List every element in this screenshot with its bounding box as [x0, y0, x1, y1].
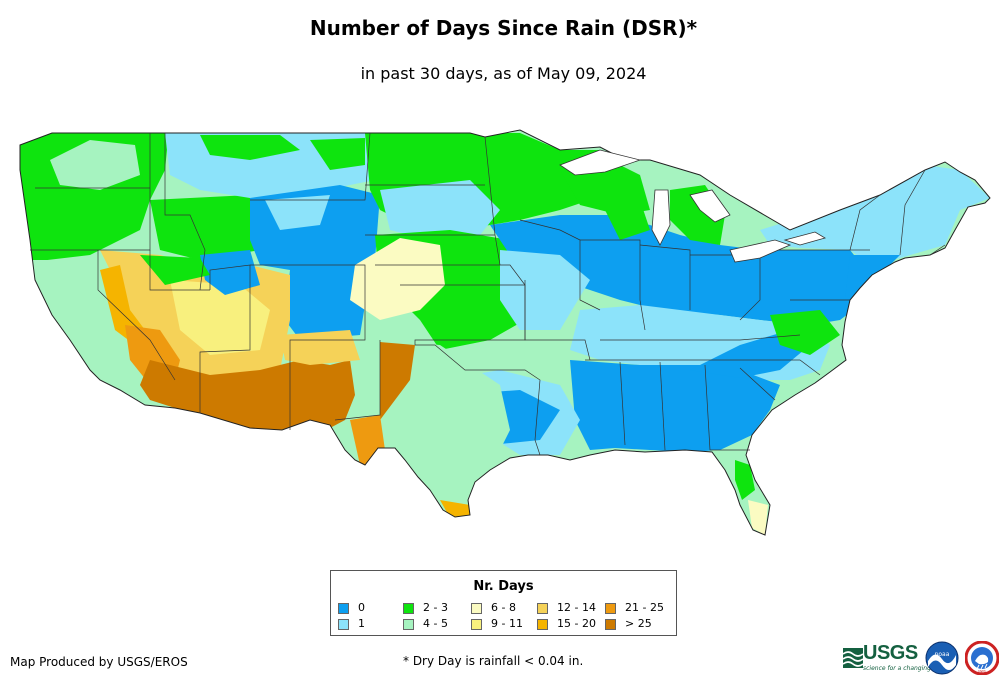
- usgs-tagline: science for a changing world: [863, 665, 950, 672]
- legend-label: 0: [358, 601, 365, 614]
- legend-item-0: 0: [338, 602, 365, 616]
- producer-credit: Map Produced by USGS/EROS: [10, 655, 188, 669]
- legend-item-9: > 25: [605, 618, 652, 632]
- agency-logos: USGS science for a changing world noaa N…: [843, 640, 1003, 680]
- great-lakes: [559, 149, 827, 263]
- legend-label: 2 - 3: [423, 601, 448, 614]
- legend-swatch: [605, 618, 616, 630]
- legend-swatch: [471, 618, 482, 630]
- legend-label: 4 - 5: [423, 617, 448, 630]
- legend-item-4: 6 - 8: [471, 602, 516, 616]
- map-title: Number of Days Since Rain (DSR)*: [309, 16, 698, 40]
- legend-item-1: 1: [338, 618, 365, 632]
- legend-swatch: [403, 602, 414, 614]
- legend-label: 6 - 8: [491, 601, 516, 614]
- legend-item-6: 12 - 14: [537, 602, 596, 616]
- usgs-wave-icon: [843, 648, 863, 668]
- legend-swatch: [403, 618, 414, 630]
- legend-item-7: 15 - 20: [537, 618, 596, 632]
- legend-item-3: 4 - 5: [403, 618, 448, 632]
- legend-label: 21 - 25: [625, 601, 664, 614]
- legend-label: 9 - 11: [491, 617, 523, 630]
- noaa-logo-text: noaa: [935, 651, 950, 658]
- map-subtitle: in past 30 days, as of May 09, 2024: [360, 64, 647, 83]
- state-borders: [30, 132, 946, 456]
- legend-swatch: [605, 602, 616, 614]
- usgs-logo-text: USGS: [863, 642, 918, 664]
- legend-swatch: [537, 602, 548, 614]
- legend-item-2: 2 - 3: [403, 602, 448, 616]
- legend-label: 1: [358, 617, 365, 630]
- nws-logo-icon: NWS: [965, 641, 999, 675]
- legend-label: > 25: [625, 617, 652, 630]
- legend-item-8: 21 - 25: [605, 602, 664, 616]
- legend-item-5: 9 - 11: [471, 618, 523, 632]
- dry-day-footnote: * Dry Day is rainfall < 0.04 in.: [403, 654, 584, 668]
- us-dsr-map: [19, 129, 991, 536]
- noaa-logo-icon: noaa: [925, 641, 959, 675]
- legend-swatch: [537, 618, 548, 630]
- legend-swatch: [471, 602, 482, 614]
- legend-swatch: [338, 618, 349, 630]
- legend-title: Nr. Days: [473, 579, 534, 594]
- legend-label: 12 - 14: [557, 601, 596, 614]
- nws-logo-text: NWS: [978, 670, 986, 674]
- legend: Nr. Days 0 1 2 - 3 4 - 5 6 - 8 9 - 11 12…: [330, 570, 677, 636]
- legend-swatch: [338, 602, 349, 614]
- legend-label: 15 - 20: [557, 617, 596, 630]
